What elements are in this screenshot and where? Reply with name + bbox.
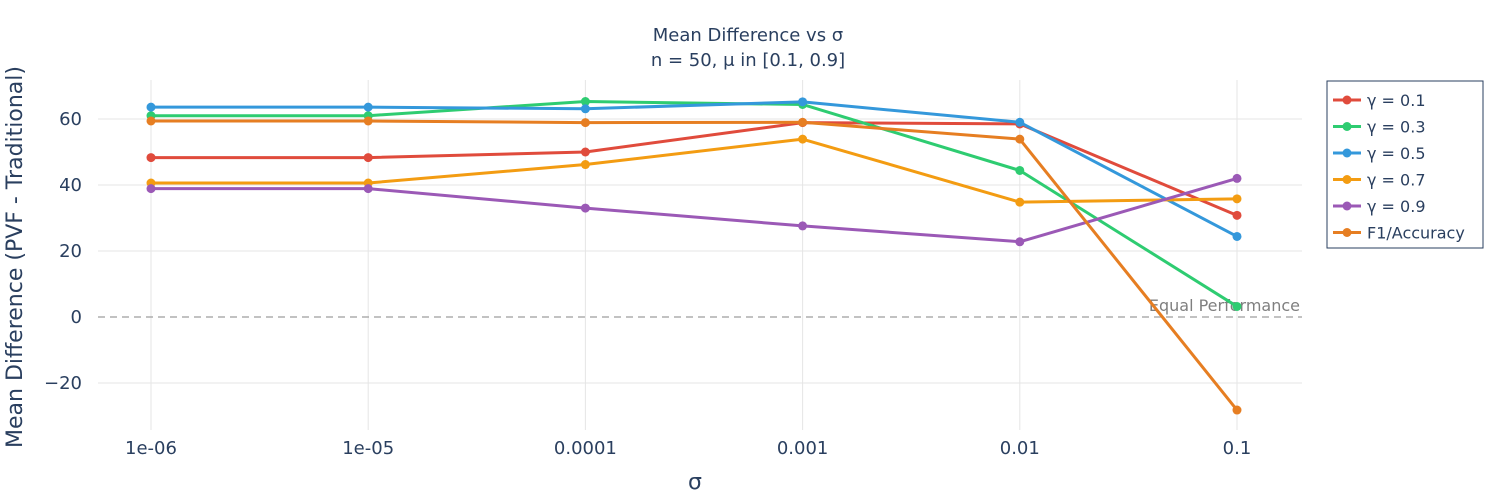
- legend-label: γ = 0.3: [1367, 118, 1426, 137]
- data-point: [580, 118, 590, 128]
- data-point: [363, 184, 373, 194]
- legend-swatch-marker: [1342, 175, 1352, 184]
- legend-item[interactable]: F1/Accuracy: [1333, 224, 1465, 243]
- data-point: [146, 116, 156, 126]
- data-point: [146, 184, 156, 194]
- legend-swatch-marker: [1342, 201, 1352, 211]
- data-point: [1015, 165, 1025, 175]
- series-line: [151, 119, 1239, 411]
- data-point: [1015, 237, 1025, 247]
- data-point: [1232, 210, 1242, 220]
- legend-label: γ = 0.7: [1367, 171, 1426, 190]
- series-4: [146, 173, 1242, 247]
- chart-title: Mean Difference vs σ: [653, 25, 843, 46]
- data-point: [363, 153, 373, 163]
- x-tick-label: 0.1: [1223, 438, 1252, 459]
- legend-item[interactable]: γ = 0.5: [1333, 144, 1426, 163]
- y-tick-label: −20: [44, 373, 82, 394]
- series-3: [146, 134, 1242, 207]
- y-tick-label: 40: [59, 175, 82, 196]
- legend-swatch-marker: [1342, 148, 1352, 158]
- x-tick-label: 1e-06: [125, 438, 177, 459]
- x-tick-label: 0.001: [777, 438, 829, 459]
- data-point: [580, 104, 590, 114]
- data-point: [798, 97, 808, 107]
- data-point: [146, 153, 156, 163]
- data-point: [1015, 197, 1025, 207]
- series-line: [151, 100, 1238, 308]
- data-point: [798, 221, 808, 231]
- y-tick-label: 60: [59, 109, 82, 130]
- legend-label: γ = 0.1: [1367, 91, 1426, 110]
- series-line: [151, 137, 1238, 204]
- legend-item[interactable]: γ = 0.7: [1333, 171, 1426, 190]
- data-point: [1232, 173, 1242, 183]
- series-line: [151, 100, 1238, 238]
- series-layer: [146, 97, 1242, 415]
- legend-item[interactable]: γ = 0.1: [1333, 91, 1426, 110]
- reference-layer: Equal Performance: [98, 296, 1302, 318]
- data-point: [363, 102, 373, 112]
- tick-layer: 1e-06 1e-05 0.0001 0.001 0.01 0.1 −20 0 20 40 60: [44, 109, 1251, 459]
- series-1: [146, 97, 1242, 311]
- data-point: [1232, 231, 1242, 241]
- series-5: [146, 116, 1242, 415]
- data-point: [1232, 194, 1242, 204]
- y-tick-label: 20: [59, 241, 82, 262]
- legend-box: [1326, 80, 1484, 249]
- grid-layer: [98, 80, 1302, 430]
- series-line: [151, 176, 1238, 244]
- x-tick-label: 0.01: [1000, 438, 1040, 459]
- legend-swatch-marker: [1342, 95, 1352, 105]
- data-point: [580, 97, 590, 107]
- legend-item[interactable]: γ = 0.9: [1333, 197, 1426, 216]
- series-0: [146, 118, 1242, 220]
- legend: γ = 0.1 γ = 0.3 γ = 0.5 γ = 0.7 γ = 0.9 F1/Ac…: [1326, 80, 1484, 249]
- data-point: [580, 203, 590, 213]
- legend-label: γ = 0.5: [1367, 144, 1426, 163]
- legend-item[interactable]: γ = 0.3: [1333, 118, 1426, 137]
- legend-swatch-marker: [1342, 122, 1352, 131]
- data-point: [580, 160, 590, 170]
- data-point: [1232, 301, 1242, 311]
- data-point: [798, 134, 808, 144]
- legend-label: γ = 0.9: [1367, 197, 1426, 216]
- chart-subtitle: n = 50, μ in [0.1, 0.9]: [651, 50, 845, 71]
- equal-performance-label: Equal Performance: [1149, 296, 1300, 315]
- data-point: [798, 117, 808, 127]
- x-axis-title: σ: [688, 470, 702, 495]
- y-axis-title: Mean Difference (PVF - Traditional): [3, 66, 28, 448]
- legend-label: F1/Accuracy: [1367, 224, 1465, 243]
- x-tick-label: 1e-05: [342, 438, 394, 459]
- legend-swatch-marker: [1342, 228, 1352, 237]
- x-tick-label: 0.0001: [554, 438, 617, 459]
- data-point: [580, 147, 590, 157]
- data-point: [363, 116, 373, 126]
- data-point: [1015, 117, 1025, 127]
- data-point: [1015, 134, 1025, 144]
- data-point: [146, 102, 156, 112]
- series-2: [146, 97, 1242, 241]
- series-line: [151, 121, 1238, 217]
- data-point: [1232, 405, 1242, 415]
- y-tick-label: 0: [71, 307, 82, 328]
